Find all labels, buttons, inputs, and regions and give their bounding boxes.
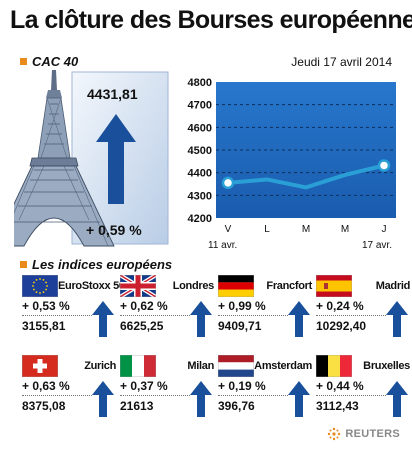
endpoint-marker <box>377 159 391 172</box>
index-card: Francfort + 0,99 % 9409,71 <box>218 275 312 337</box>
up-arrow-icon <box>190 381 212 417</box>
x-tick-label: M <box>302 224 310 235</box>
x-date-end-label: 17 avr. <box>362 240 392 250</box>
index-name: Zurich <box>84 360 116 372</box>
indices-section-label: Les indices européens <box>32 257 173 272</box>
up-arrow-icon <box>288 301 310 337</box>
index-name: Francfort <box>266 280 312 292</box>
cac-line-chart: 4200 4300 4400 4500 4600 4700 4800 V L M M J 11 avr.… <box>188 77 396 250</box>
index-card: Bruxelles + 0,44 % 3112,43 <box>316 355 410 417</box>
index-card: Zurich + 0,63 % 8375,08 <box>22 355 116 417</box>
index-change: + 0,44 % <box>316 379 364 393</box>
index-name: EuroStoxx 50 <box>58 280 125 292</box>
index-card: EuroStoxx 50 + 0,53 % 3155,81 <box>22 275 125 337</box>
index-change: + 0,99 % <box>218 299 266 313</box>
cac-change: + 0,59 % <box>86 222 142 238</box>
index-value: 10292,40 <box>316 319 367 333</box>
up-arrow-icon <box>92 301 114 337</box>
y-tick-label: 4500 <box>188 145 212 157</box>
source-credit: REUTERS <box>326 426 400 442</box>
index-value: 396,76 <box>218 399 255 413</box>
index-value: 21613 <box>120 399 154 413</box>
date-label: Jeudi 17 avril 2014 <box>291 55 392 69</box>
up-arrow-icon <box>92 381 114 417</box>
de-flag-icon <box>218 275 254 297</box>
x-tick-label: L <box>264 224 270 235</box>
eu-flag-icon <box>22 275 58 297</box>
index-name: Amsterdam <box>254 360 312 372</box>
reuters-logo-icon <box>328 427 341 441</box>
index-value: 3155,81 <box>22 319 66 333</box>
index-value: 8375,08 <box>22 399 66 413</box>
es-flag-icon <box>316 275 352 297</box>
index-change: + 0,63 % <box>22 379 70 393</box>
index-change: + 0,62 % <box>120 299 168 313</box>
divider <box>120 395 190 396</box>
up-arrow-icon <box>386 301 408 337</box>
y-tick-label: 4300 <box>188 190 212 202</box>
divider <box>218 315 288 316</box>
y-tick-label: 4600 <box>188 122 212 134</box>
y-tick-label: 4700 <box>188 100 212 112</box>
cac-section-label: CAC 40 <box>32 54 79 69</box>
source-label: REUTERS <box>345 428 400 440</box>
divider <box>316 395 386 396</box>
index-card: Milan + 0,37 % 21613 <box>120 355 214 417</box>
cac-panel <box>0 70 170 248</box>
ch-flag-icon <box>22 355 58 377</box>
index-change: + 0,24 % <box>316 299 364 313</box>
indices-section-header: Les indices européens <box>20 257 172 272</box>
eiffel-tower-icon <box>0 70 115 247</box>
index-name: Londres <box>172 280 215 292</box>
y-tick-label: 4800 <box>188 77 212 89</box>
endpoint-marker <box>221 176 235 190</box>
x-tick-label: J <box>382 224 387 235</box>
uk-flag-icon <box>120 275 156 297</box>
y-tick-label: 4200 <box>188 213 212 225</box>
x-tick-label: V <box>225 224 232 235</box>
page-title: La clôture des Bourses européennes <box>10 6 412 34</box>
divider <box>316 315 386 316</box>
divider <box>22 395 92 396</box>
index-change: + 0,19 % <box>218 379 266 393</box>
divider <box>22 315 92 316</box>
bullet-square-icon <box>20 58 27 65</box>
index-change: + 0,37 % <box>120 379 168 393</box>
index-card: Amsterdam + 0,19 % 396,76 <box>218 355 312 417</box>
index-value: 6625,25 <box>120 319 164 333</box>
cac-box-svg <box>0 70 169 247</box>
divider <box>218 395 288 396</box>
index-value: 3112,43 <box>316 399 359 413</box>
up-arrow-icon <box>386 381 408 417</box>
index-value: 9409,71 <box>218 319 262 333</box>
divider <box>120 315 190 316</box>
cac-value: 4431,81 <box>87 86 138 102</box>
index-name: Milan <box>187 360 214 372</box>
it-flag-icon <box>120 355 156 377</box>
up-arrow-icon <box>190 301 212 337</box>
up-arrow-icon <box>288 381 310 417</box>
nl-flag-icon <box>218 355 254 377</box>
index-card: Madrid + 0,24 % 10292,40 <box>316 275 410 337</box>
cac-section-header: CAC 40 <box>20 54 78 69</box>
y-tick-label: 4400 <box>188 168 212 180</box>
be-flag-icon <box>316 355 352 377</box>
index-change: + 0,53 % <box>22 299 70 313</box>
x-date-start-label: 11 avr. <box>208 240 237 250</box>
index-card: Londres + 0,62 % 6625,25 <box>120 275 214 337</box>
cac-up-arrow-icon <box>96 114 136 204</box>
index-name: Madrid <box>375 280 411 292</box>
index-name: Bruxelles <box>363 360 410 372</box>
series-line <box>227 163 385 190</box>
x-tick-label: M <box>341 224 349 235</box>
bullet-square-icon <box>20 261 27 268</box>
